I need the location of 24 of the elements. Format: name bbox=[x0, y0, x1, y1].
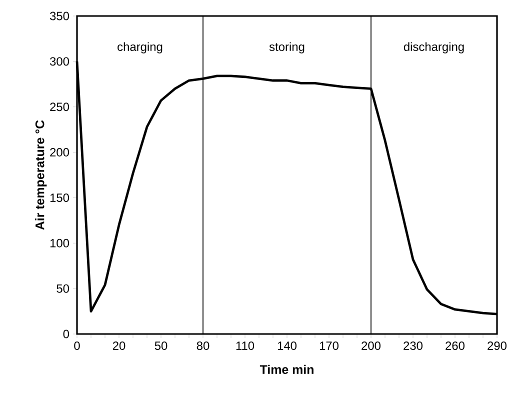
x-tick-label: 110 bbox=[236, 342, 254, 350]
y-tick-label: 150 bbox=[50, 193, 70, 202]
x-tick-label: 80 bbox=[196, 342, 210, 350]
x-tick-label: 290 bbox=[488, 342, 507, 350]
y-tick-label: 250 bbox=[50, 102, 70, 112]
y-tick-label: 100 bbox=[50, 238, 70, 248]
annotation: storing bbox=[269, 42, 304, 54]
x-tick-label: 50 bbox=[154, 342, 168, 350]
x-tick-label: 20 bbox=[112, 342, 126, 350]
y-tick-label: 350 bbox=[50, 12, 70, 20]
y-axis-title: Air temperature °C bbox=[35, 120, 47, 230]
annotation: charging bbox=[118, 42, 162, 54]
x-tick-label: 0 bbox=[74, 342, 80, 350]
x-tick-label: 200 bbox=[362, 342, 381, 350]
y-tick-label: 300 bbox=[50, 57, 70, 66]
y-tick-label: 0 bbox=[63, 330, 70, 338]
x-axis-title: Time min bbox=[260, 364, 314, 374]
x-tick-label: 260 bbox=[446, 342, 465, 350]
y-tick-label: 50 bbox=[56, 284, 70, 293]
x-tick-label: 140 bbox=[278, 342, 297, 350]
x-tick-label: 170 bbox=[320, 342, 339, 350]
annotation: discharging bbox=[404, 42, 464, 54]
y-tick-label: 200 bbox=[50, 148, 70, 157]
x-tick-label: 230 bbox=[404, 342, 423, 350]
